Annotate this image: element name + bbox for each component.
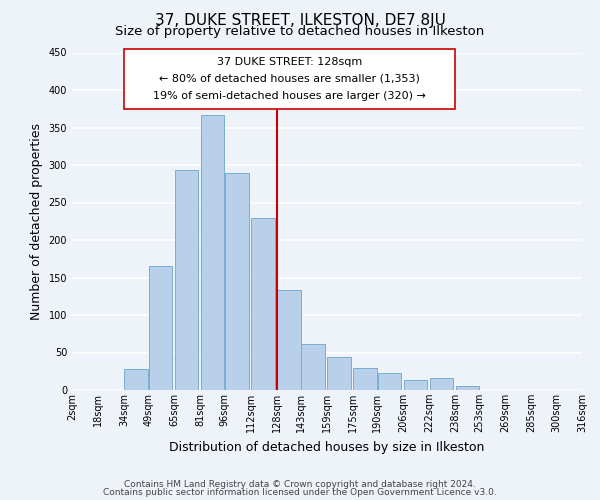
X-axis label: Distribution of detached houses by size in Ilkeston: Distribution of detached houses by size …	[169, 440, 485, 454]
Bar	[149, 266, 172, 390]
Y-axis label: Number of detached properties: Number of detached properties	[30, 122, 43, 320]
Bar	[353, 368, 377, 390]
Text: ← 80% of detached houses are smaller (1,353): ← 80% of detached houses are smaller (1,…	[159, 74, 420, 84]
Bar	[225, 174, 249, 390]
Bar	[455, 386, 479, 390]
Text: 19% of semi-detached houses are larger (320) →: 19% of semi-detached houses are larger (…	[153, 90, 426, 101]
Text: Size of property relative to detached houses in Ilkeston: Size of property relative to detached ho…	[115, 25, 485, 38]
Bar	[301, 344, 325, 390]
Text: Contains HM Land Registry data © Crown copyright and database right 2024.: Contains HM Land Registry data © Crown c…	[124, 480, 476, 489]
FancyBboxPatch shape	[124, 49, 455, 109]
Bar	[430, 378, 454, 390]
Bar	[327, 357, 351, 390]
Bar	[277, 290, 301, 390]
Bar	[377, 373, 401, 390]
Text: 37 DUKE STREET: 128sqm: 37 DUKE STREET: 128sqm	[217, 57, 362, 67]
Bar	[175, 170, 199, 390]
Bar	[200, 115, 224, 390]
Bar	[251, 218, 275, 390]
Text: 37, DUKE STREET, ILKESTON, DE7 8JU: 37, DUKE STREET, ILKESTON, DE7 8JU	[155, 12, 445, 28]
Text: Contains public sector information licensed under the Open Government Licence v3: Contains public sector information licen…	[103, 488, 497, 497]
Bar	[124, 369, 148, 390]
Bar	[404, 380, 427, 390]
